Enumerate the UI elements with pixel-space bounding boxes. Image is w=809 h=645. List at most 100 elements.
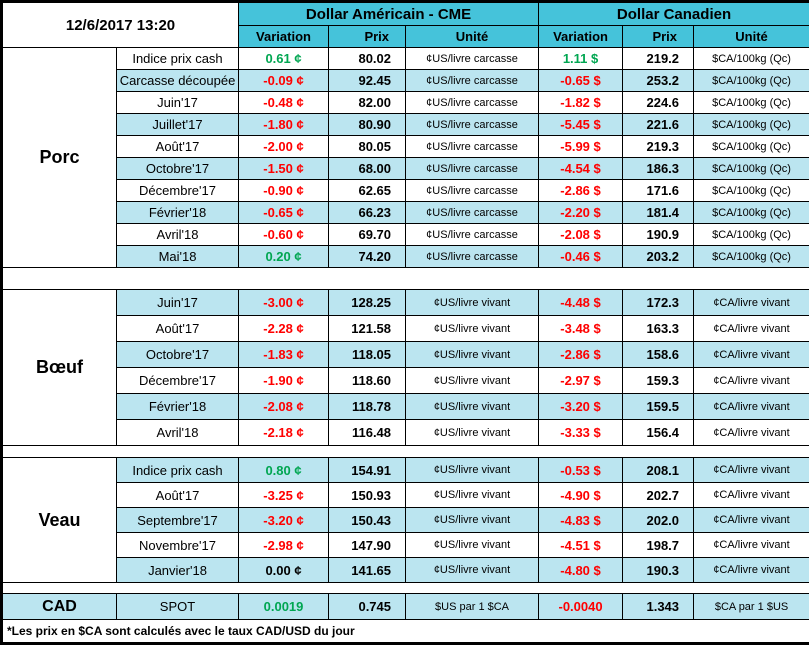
ca-variation-cell: -3.48 $ [538, 315, 624, 342]
us-price-cell: 82.00 [328, 91, 407, 114]
price-row: Veau Indice prix cash 0.80 ¢ 154.91 ¢US/livr… [1, 457, 809, 583]
price-row: Août'17 -2.28 ¢ 121.58 ¢US/livre vivant -3.4… [2, 315, 809, 342]
contract-label: Indice prix cash [115, 457, 240, 483]
ca-variation-cell: -2.08 $ [538, 223, 624, 246]
us-unit-cell: ¢US/livre carcasse [405, 47, 540, 70]
footnote: *Les prix en $CA sont calculés avec le t… [0, 619, 809, 644]
ca-price-cell: 224.6 [622, 91, 695, 114]
ca-price-cell: 181.4 [622, 201, 695, 224]
ca-unit-cell: $CA/100kg (Qc) [693, 69, 809, 92]
contract-label: Indice prix cash [115, 47, 240, 70]
us-unit-cell: ¢US/livre vivant [405, 367, 540, 394]
us-price-cell: 116.48 [328, 419, 407, 446]
ca-price-cell: 202.0 [622, 507, 695, 533]
ca-unit-cell: $CA/100kg (Qc) [693, 179, 809, 202]
us-variation-cell: -1.90 ¢ [238, 367, 330, 394]
us-unit-cell: ¢US/livre carcasse [405, 135, 540, 158]
table-header: 12/6/2017 13:20 Dollar Américain - CME D… [0, 1, 809, 48]
us-price-cell: 150.43 [328, 507, 407, 533]
us-price-cell: 66.23 [328, 201, 407, 224]
section-label-boeuf: Bœuf [1, 289, 117, 446]
us-unit-cell: ¢US/livre vivant [405, 557, 540, 583]
us-unit-cell: ¢US/livre vivant [405, 393, 540, 420]
us-price-cell: 121.58 [328, 315, 407, 342]
us-unit-cell: ¢US/livre carcasse [405, 113, 540, 136]
us-variation-cell: -0.60 ¢ [238, 223, 330, 246]
us-variation-cell: 0.0019 [238, 593, 330, 620]
us-price-cell: 80.90 [328, 113, 407, 136]
us-price-cell: 69.70 [328, 223, 407, 246]
column-header-row: Variation Prix Unité Variation Prix Unit… [2, 25, 809, 48]
group-header-row: 12/6/2017 13:20 Dollar Américain - CME D… [0, 1, 809, 48]
us-price-cell: 80.05 [328, 135, 407, 158]
ca-unit-cell: $CA/100kg (Qc) [693, 157, 809, 180]
contract-label: Avril'18 [115, 419, 240, 446]
report-datetime: 12/6/2017 13:20 [0, 1, 240, 48]
ca-price-cell: 208.1 [622, 457, 695, 483]
us-variation-cell: -1.83 ¢ [238, 341, 330, 368]
us-price-cell: 92.45 [328, 69, 407, 92]
ca-variation-cell: -2.97 $ [538, 367, 624, 394]
us-variation-cell: -2.18 ¢ [238, 419, 330, 446]
section-label-veau: Veau [1, 457, 117, 583]
ca-unite-header: Unité [693, 25, 809, 48]
us-variation-cell: -0.90 ¢ [238, 179, 330, 202]
ca-unit-cell: $CA/100kg (Qc) [693, 113, 809, 136]
price-row: Août'17 -3.25 ¢ 150.93 ¢US/livre vivant -4.9… [2, 482, 809, 508]
ca-price-cell: 172.3 [622, 289, 695, 316]
ca-price-cell: 159.5 [622, 393, 695, 420]
us-variation-cell: -0.48 ¢ [238, 91, 330, 114]
sections-body: Porc Indice prix cash 0.61 ¢ 80.02 ¢US/livre… [1, 47, 809, 594]
ca-prix-header: Prix [622, 25, 695, 48]
ca-variation-cell: -0.46 $ [538, 245, 624, 268]
contract-label: Janvier'18 [115, 557, 240, 583]
contract-label: Mai'18 [115, 245, 240, 268]
ca-price-cell: 203.2 [622, 245, 695, 268]
us-price-cell: 68.00 [328, 157, 407, 180]
us-price-cell: 62.65 [328, 179, 407, 202]
price-row: Décembre'17 -0.90 ¢ 62.65 ¢US/livre carcass… [2, 179, 809, 202]
contract-label: Septembre'17 [115, 507, 240, 533]
ca-variation-cell: -4.80 $ [538, 557, 624, 583]
us-price-cell: 80.02 [328, 47, 407, 70]
us-variation-cell: 0.80 ¢ [238, 457, 330, 483]
us-unit-cell: ¢US/livre carcasse [405, 157, 540, 180]
ca-price-cell: 171.6 [622, 179, 695, 202]
section-gap-cell [1, 445, 809, 458]
ca-variation-cell: -2.86 $ [538, 341, 624, 368]
contract-label: Novembre'17 [115, 532, 240, 558]
us-unit-cell: $US par 1 $CA [405, 593, 540, 620]
us-price-cell: 154.91 [328, 457, 407, 483]
section-label-cad: CAD [1, 593, 117, 620]
price-row: Novembre'17 -2.98 ¢ 147.90 ¢US/livre vivant… [2, 532, 809, 558]
price-row: Janvier'18 0.00 ¢ 141.65 ¢US/livre vivant -4… [1, 557, 809, 583]
us-unit-cell: ¢US/livre vivant [405, 289, 540, 316]
ca-price-cell: 202.7 [622, 482, 695, 508]
price-row: Avril'18 -0.60 ¢ 69.70 ¢US/livre carcasse -2… [2, 223, 809, 246]
ca-variation-cell: -1.82 $ [538, 91, 624, 114]
ca-unit-cell: ¢CA/livre vivant [693, 557, 809, 583]
us-price-cell: 141.65 [328, 557, 407, 583]
ca-unit-cell: ¢CA/livre vivant [693, 507, 809, 533]
us-prix-header: Prix [328, 25, 407, 48]
us-unit-cell: ¢US/livre vivant [405, 341, 540, 368]
us-price-cell: 128.25 [328, 289, 407, 316]
contract-label: SPOT [115, 593, 240, 620]
us-unit-cell: ¢US/livre vivant [405, 507, 540, 533]
us-unit-cell: ¢US/livre vivant [405, 419, 540, 446]
contract-label: Octobre'17 [115, 157, 240, 180]
contract-label: Octobre'17 [115, 341, 240, 368]
group-header-us: Dollar Américain - CME [238, 1, 540, 26]
section-gap [1, 267, 809, 290]
us-unit-cell: ¢US/livre carcasse [405, 179, 540, 202]
us-price-cell: 0.745 [328, 593, 407, 620]
section-gap-cell [1, 582, 809, 594]
us-price-cell: 150.93 [328, 482, 407, 508]
ca-unit-cell: $CA/100kg (Qc) [693, 47, 809, 70]
ca-unit-cell: $CA/100kg (Qc) [693, 201, 809, 224]
ca-unit-cell: ¢CA/livre vivant [693, 419, 809, 446]
ca-variation-cell: -4.90 $ [538, 482, 624, 508]
ca-price-cell: 156.4 [622, 419, 695, 446]
ca-variation-cell: -4.54 $ [538, 157, 624, 180]
price-row: Carcasse découpée -0.09 ¢ 92.45 ¢US/livre c… [1, 69, 809, 92]
